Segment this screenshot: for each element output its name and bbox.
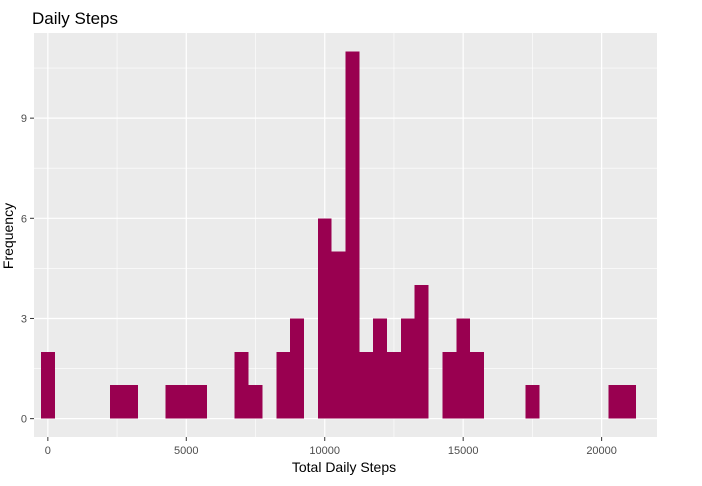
x-tick-label: 5000 [174,445,198,457]
histogram-bars [40,51,637,419]
histogram-bar [123,385,138,419]
x-tick-label: 20000 [586,445,617,457]
histogram-bar [414,285,429,419]
histogram-bar [622,385,637,419]
histogram-bar [331,251,346,419]
histogram-bar [317,218,332,419]
y-axis-title: Frequency [0,203,16,269]
y-tick-label: 9 [21,113,27,125]
histogram-bar [400,318,415,419]
histogram-bar [608,385,623,419]
histogram-bar [373,318,388,419]
y-tick-label: 6 [21,213,27,225]
y-axis-ticks: 0 3 6 9 [21,113,34,426]
histogram-bar [525,385,540,419]
x-tick-label: 0 [45,445,51,457]
x-axis-title: Total Daily Steps [292,459,396,475]
x-tick-label: 15000 [448,445,479,457]
histogram-bar [345,51,360,419]
histogram-bar [234,351,249,419]
chart-title: Daily Steps [32,9,118,28]
histogram-bar [456,318,471,419]
y-tick-label: 0 [21,414,27,426]
histogram-bar [179,385,194,419]
histogram-bar [110,385,124,419]
histogram-bar [165,385,180,419]
histogram-bar [290,318,304,419]
histogram-bar [276,351,291,419]
y-tick-label: 3 [21,313,27,325]
histogram-bar [40,351,55,419]
histogram-bar [359,351,374,419]
histogram-bar [248,385,263,419]
histogram-bar [470,351,484,419]
x-axis-ticks: 0 5000 10000 15000 20000 [45,437,617,457]
histogram-bar [387,351,401,419]
x-tick-label: 10000 [309,445,340,457]
histogram-bar [193,385,208,419]
histogram-bar [442,351,457,419]
